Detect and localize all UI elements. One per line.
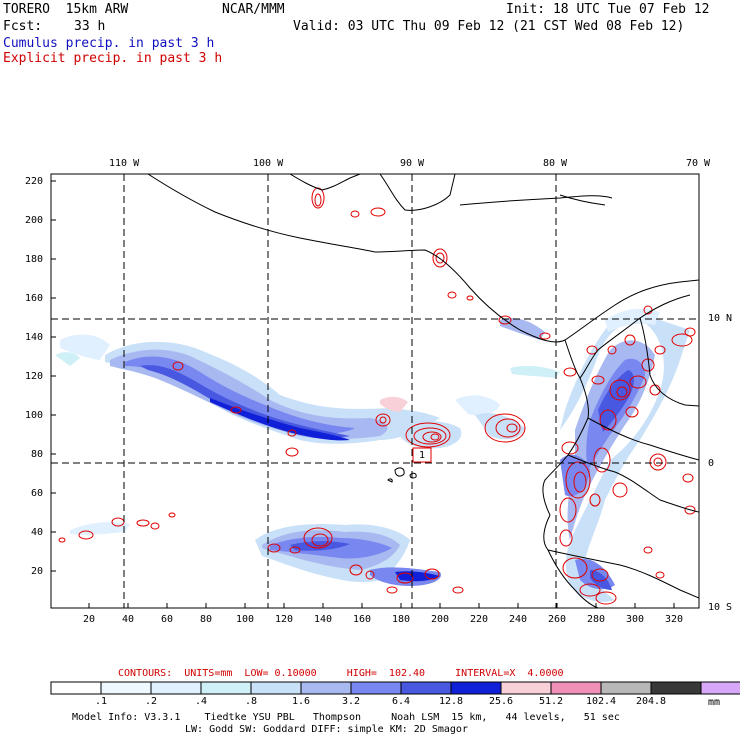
cumulus-precip-label: Cumulus precip. in past 3 h <box>3 36 215 51</box>
legend-swatch <box>300 681 352 695</box>
lon-label-70w: 70 W <box>686 158 711 169</box>
x-tick-label: 20 <box>83 614 96 625</box>
legend-swatch <box>600 681 652 695</box>
y-tick-label: 100 <box>25 410 44 421</box>
forecast-hours: 33 h <box>74 19 106 34</box>
x-tick-label: 320 <box>665 614 684 625</box>
valid-time: Valid: 03 UTC Thu 09 Feb 12 (21 CST Wed … <box>293 19 685 34</box>
lon-label-90w: 90 W <box>400 158 425 169</box>
legend-label: 3.2 <box>341 696 361 707</box>
legend-label: .2 <box>144 696 158 707</box>
x-tick-label: 260 <box>548 614 567 625</box>
x-tick-label: 300 <box>626 614 645 625</box>
legend-label: 25.6 <box>488 696 514 707</box>
x-tick-label: 220 <box>470 614 489 625</box>
y-tick-label: 180 <box>25 254 44 265</box>
legend-swatch <box>400 681 452 695</box>
coastlines <box>147 174 699 608</box>
y-tick-label: 40 <box>31 527 44 538</box>
annotation-box <box>412 447 432 463</box>
legend-swatch <box>100 681 152 695</box>
lat-lon-grid <box>51 174 699 608</box>
x-tick-label: 200 <box>431 614 450 625</box>
x-axis-ticks <box>88 603 675 608</box>
explicit-precip-contours <box>58 187 696 605</box>
lon-label-100w: 100 W <box>253 158 284 169</box>
x-tick-label: 140 <box>314 614 333 625</box>
y-tick-label: 80 <box>31 449 44 460</box>
x-tick-label: 120 <box>275 614 294 625</box>
legend-label: .8 <box>244 696 258 707</box>
legend-label: .4 <box>194 696 208 707</box>
model-info: Model Info: V3.3.1 Tiedtke YSU PBL Thomp… <box>72 712 620 723</box>
legend-swatch <box>500 681 552 695</box>
explicit-precip-label: Explicit precip. in past 3 h <box>3 51 223 66</box>
lat-label-10n: 10 N <box>708 313 733 324</box>
annotation-label: 1 <box>418 450 426 461</box>
organization: NCAR/MMM <box>222 2 285 17</box>
y-tick-label: 60 <box>31 488 44 499</box>
legend-label: 102.4 <box>585 696 617 707</box>
x-tick-label: 40 <box>122 614 135 625</box>
x-tick-label: 60 <box>161 614 174 625</box>
legend-swatch <box>200 681 252 695</box>
legend-label: 6.4 <box>391 696 411 707</box>
init-time: Init: 18 UTC Tue 07 Feb 12 <box>506 2 710 17</box>
legend-swatch <box>350 681 402 695</box>
legend-swatch <box>250 681 302 695</box>
y-axis-ticks <box>51 180 56 572</box>
lon-label-80w: 80 W <box>543 158 568 169</box>
y-tick-label: 220 <box>25 176 44 187</box>
x-tick-label: 160 <box>353 614 372 625</box>
y-tick-label: 20 <box>31 566 44 577</box>
x-tick-label: 100 <box>236 614 255 625</box>
y-tick-label: 140 <box>25 332 44 343</box>
legend-swatch <box>150 681 202 695</box>
legend-swatch <box>50 681 102 695</box>
lat-label-10s: 10 S <box>708 602 733 613</box>
legend-swatch <box>700 681 740 695</box>
legend-swatch <box>650 681 702 695</box>
legend-label: 204.8 <box>635 696 667 707</box>
forecast-label: Fcst: <box>3 19 43 34</box>
y-tick-label: 160 <box>25 293 44 304</box>
y-tick-label: 120 <box>25 371 44 382</box>
x-tick-label: 280 <box>587 614 606 625</box>
lat-label-0: 0 <box>708 458 715 469</box>
physics-info: LW: Godd SW: Goddard DIFF: simple KM: 2D… <box>185 724 468 735</box>
legend-label: .1 <box>94 696 108 707</box>
legend-label: 51.2 <box>538 696 564 707</box>
contour-info: CONTOURS: UNITS=mm LOW= 0.10000 HIGH= 10… <box>118 668 564 679</box>
legend-units: mm <box>708 697 721 708</box>
x-tick-label: 180 <box>392 614 411 625</box>
y-tick-label: 200 <box>25 215 44 226</box>
model-name: TORERO 15km ARW <box>3 2 129 17</box>
lon-label-110w: 110 W <box>109 158 140 169</box>
legend-swatch <box>550 681 602 695</box>
x-tick-label: 240 <box>509 614 528 625</box>
map-frame <box>50 173 700 609</box>
legend-label: 12.8 <box>438 696 464 707</box>
legend-label: 1.6 <box>291 696 311 707</box>
x-tick-label: 80 <box>200 614 213 625</box>
legend-swatch <box>450 681 502 695</box>
